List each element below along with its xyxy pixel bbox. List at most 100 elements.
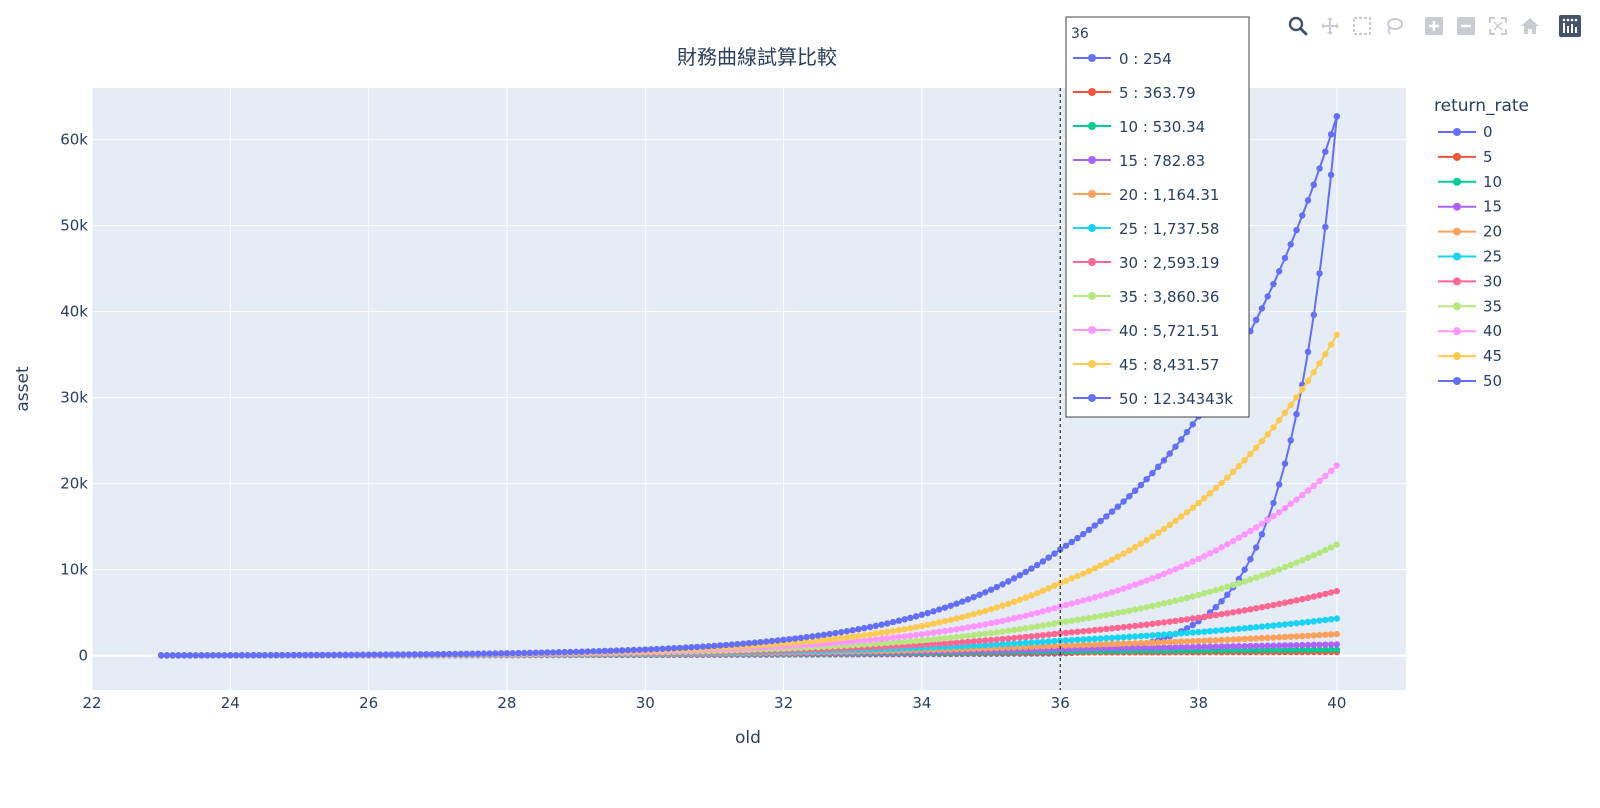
data-point [878, 640, 885, 647]
legend-item-25[interactable]: 25 [1438, 248, 1502, 266]
legend-item-40[interactable]: 40 [1438, 322, 1502, 340]
data-point [1131, 644, 1139, 652]
data-point [1276, 642, 1283, 649]
data-point [1316, 270, 1323, 277]
zoom-icon[interactable] [1282, 14, 1314, 38]
data-point [1224, 610, 1231, 617]
zoom-in-icon[interactable] [1418, 14, 1450, 38]
legend-item-5[interactable]: 5 [1438, 148, 1493, 166]
legend-item-10[interactable]: 10 [1438, 173, 1502, 191]
hover-swatch-marker [1088, 326, 1096, 334]
data-point [1149, 639, 1156, 646]
data-point [930, 620, 937, 627]
data-point [1154, 601, 1162, 608]
data-point [1022, 633, 1029, 641]
legend-item-15[interactable]: 15 [1438, 198, 1502, 216]
data-point [1097, 635, 1104, 642]
data-point [1206, 588, 1214, 595]
hover-swatch-marker [1088, 224, 1096, 232]
data-point [1033, 639, 1041, 646]
data-point [1299, 595, 1306, 603]
data-point [930, 640, 937, 648]
legend-item-45[interactable]: 45 [1438, 347, 1502, 365]
data-point [884, 635, 891, 642]
data-point [1114, 640, 1122, 648]
data-point [1160, 570, 1168, 578]
data-point [1241, 642, 1248, 650]
legend-swatch-marker [1453, 277, 1461, 286]
data-point [1091, 626, 1098, 634]
data-point [1080, 641, 1087, 649]
data-point [924, 609, 931, 617]
data-point [1252, 635, 1260, 642]
data-point [901, 638, 908, 645]
data-point [999, 635, 1006, 643]
data-point [1235, 462, 1243, 470]
pan-icon[interactable] [1314, 14, 1346, 38]
legend-label: 25 [1483, 248, 1502, 266]
plotly-logo-icon[interactable] [1554, 14, 1586, 38]
data-point [1051, 582, 1058, 589]
data-point [832, 629, 839, 637]
x-tick-label: 40 [1327, 694, 1346, 712]
data-point [676, 644, 684, 652]
data-point [659, 645, 666, 652]
data-point [342, 651, 349, 659]
data-point [1304, 594, 1312, 602]
data-point [1310, 646, 1317, 653]
data-point [1235, 534, 1243, 542]
reset-axes-icon[interactable] [1514, 14, 1546, 38]
series-50[interactable] [157, 113, 1341, 659]
data-point [884, 628, 891, 636]
data-point [1120, 623, 1127, 631]
data-point [1143, 639, 1150, 647]
data-point [826, 636, 833, 643]
data-point [1218, 636, 1225, 644]
data-point [544, 649, 551, 656]
data-point [843, 634, 851, 641]
data-point [1178, 563, 1185, 570]
data-point [982, 607, 989, 615]
legend-item-35[interactable]: 35 [1438, 297, 1502, 315]
data-point [1057, 630, 1064, 637]
data-point [711, 642, 718, 650]
x-tick-label: 36 [1051, 694, 1070, 712]
data-point [1189, 621, 1196, 629]
data-point [1051, 630, 1058, 638]
data-point [1276, 646, 1283, 654]
data-point [1247, 527, 1254, 535]
data-point [1085, 641, 1093, 648]
data-point [1287, 561, 1294, 569]
box-select-icon[interactable] [1346, 14, 1378, 38]
data-point [987, 629, 995, 637]
data-point [1010, 634, 1018, 642]
data-point [1316, 631, 1323, 639]
data-point [941, 627, 949, 635]
hover-row-10: 10 : 530.34 [1073, 118, 1205, 136]
data-point [1316, 165, 1323, 172]
data-point [1229, 581, 1237, 589]
autoscale-icon[interactable] [1482, 14, 1514, 38]
legend-item-0[interactable]: 0 [1438, 123, 1493, 141]
zoom-out-icon[interactable] [1450, 14, 1482, 38]
data-point [1270, 512, 1277, 520]
data-point [1045, 585, 1052, 592]
data-point [1074, 598, 1081, 606]
lasso-select-icon[interactable] [1378, 14, 1410, 38]
data-point [959, 638, 966, 646]
data-point [1062, 601, 1070, 609]
legend-swatch-marker [1453, 202, 1461, 211]
data-point [855, 626, 862, 633]
legend-item-30[interactable]: 30 [1438, 272, 1502, 290]
data-point [1080, 530, 1087, 538]
legend-item-20[interactable]: 20 [1438, 223, 1502, 241]
data-point [1097, 562, 1104, 569]
data-point [1028, 633, 1035, 640]
series-layer[interactable] [157, 113, 1341, 659]
legend-item-50[interactable]: 50 [1438, 372, 1502, 390]
data-point [953, 615, 960, 622]
data-point [1172, 517, 1179, 525]
data-point [1022, 639, 1029, 647]
data-point [1028, 639, 1035, 646]
data-point [889, 618, 897, 626]
